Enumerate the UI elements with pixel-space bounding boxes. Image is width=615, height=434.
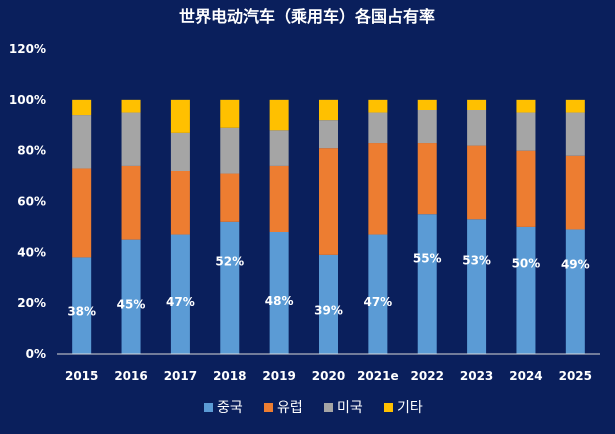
bar-segment-유럽 [417, 143, 437, 215]
legend-label: 미국 [337, 400, 363, 416]
y-tick-label: 80% [17, 144, 46, 158]
data-label: 52% [215, 255, 244, 269]
bar-segment-유럽 [72, 168, 92, 258]
bar-segment-중국 [368, 234, 388, 354]
y-tick-label: 40% [17, 245, 46, 259]
bar-segment-기타 [121, 99, 141, 113]
bar-segment-기타 [368, 99, 388, 113]
bar-segment-미국 [319, 120, 338, 149]
y-tick-label: 20% [17, 296, 46, 310]
bar-segment-유럽 [565, 155, 585, 230]
bar-segment-유럽 [467, 145, 487, 220]
bar-segment-유럽 [269, 165, 289, 232]
data-label: 55% [413, 252, 442, 266]
bar-area: 38% 45% 47% 52% 48% 39% 47% 55% 53% 50% 49% [67, 99, 590, 354]
bar-segment-중국 [269, 232, 289, 354]
bar-segment-중국 [467, 219, 487, 354]
data-label: 39% [314, 303, 343, 317]
bar-segment-유럽 [170, 171, 190, 235]
y-tick-label: 120% [9, 42, 46, 56]
legend-swatch [324, 403, 333, 412]
bar-segment-유럽 [220, 173, 240, 222]
bar-segment-중국 [121, 239, 141, 354]
x-tick-label: 2022 [411, 369, 444, 383]
x-tick-label: 2023 [460, 369, 493, 383]
legend-swatch [264, 403, 273, 412]
data-label: 47% [166, 295, 195, 309]
bar-segment-중국 [170, 234, 190, 354]
bar-segment-미국 [269, 130, 289, 166]
x-tick-label: 2018 [213, 369, 246, 383]
x-tick-label: 2021e [357, 369, 399, 383]
x-tick-label: 2024 [509, 369, 542, 383]
data-label: 49% [561, 258, 590, 272]
y-axis: 0% 20% 40% 60% 80% 100% 120% [9, 42, 46, 361]
data-label: 50% [512, 257, 541, 271]
bar-segment-중국 [319, 254, 338, 354]
y-tick-label: 0% [26, 347, 46, 361]
x-tick-label: 2019 [262, 369, 295, 383]
data-label: 48% [265, 294, 294, 308]
legend-label: 유럽 [277, 400, 303, 416]
chart-title: 世界电动汽车（乘用车）各国占有率 [179, 7, 435, 26]
bar-segment-기타 [269, 99, 289, 131]
bar-segment-미국 [516, 112, 536, 151]
bar-segment-미국 [467, 110, 487, 146]
bar-segment-기타 [516, 99, 536, 113]
bar-segment-중국 [565, 229, 585, 354]
x-tick-label: 2016 [114, 369, 147, 383]
bar-segment-유럽 [368, 143, 388, 235]
x-tick-label: 2015 [65, 369, 98, 383]
x-axis: 2015 2016 2017 2018 2019 2020 2021e 2022 2023 202… [57, 353, 600, 383]
bar-segment-중국 [417, 214, 437, 354]
bar-segment-유럽 [516, 150, 536, 227]
data-label: 38% [67, 304, 96, 318]
bar-segment-기타 [72, 99, 92, 116]
data-label: 45% [117, 297, 146, 311]
bar-segment-기타 [467, 99, 487, 110]
bar-segment-중국 [220, 221, 240, 354]
y-tick-label: 60% [17, 195, 46, 209]
x-tick-label: 2025 [559, 369, 592, 383]
bar-segment-미국 [368, 112, 388, 144]
legend-label: 기타 [397, 400, 423, 416]
bar-segment-기타 [170, 99, 190, 133]
bar-segment-기타 [220, 99, 240, 128]
bar-segment-기타 [565, 99, 585, 113]
data-label: 47% [363, 295, 392, 309]
bar-segment-기타 [417, 99, 437, 110]
bar-segment-유럽 [121, 165, 141, 240]
bar-segment-미국 [72, 115, 92, 169]
legend: 중국 유럽 미국 기타 [204, 400, 423, 416]
bar-segment-미국 [565, 112, 585, 156]
y-tick-label: 100% [9, 93, 46, 107]
bar-segment-미국 [121, 112, 141, 166]
bar-segment-미국 [417, 110, 437, 144]
bar-segment-미국 [220, 127, 240, 174]
x-tick-label: 2020 [312, 369, 345, 383]
x-tick-label: 2017 [164, 369, 197, 383]
legend-swatch [204, 403, 213, 412]
bar-segment-중국 [72, 257, 92, 354]
bar-segment-중국 [516, 226, 536, 354]
bar-segment-유럽 [319, 148, 338, 255]
data-label: 53% [462, 254, 491, 268]
bar-segment-미국 [170, 132, 190, 171]
legend-label: 중국 [217, 400, 243, 416]
legend-swatch [384, 403, 393, 412]
bar-segment-기타 [319, 99, 338, 121]
